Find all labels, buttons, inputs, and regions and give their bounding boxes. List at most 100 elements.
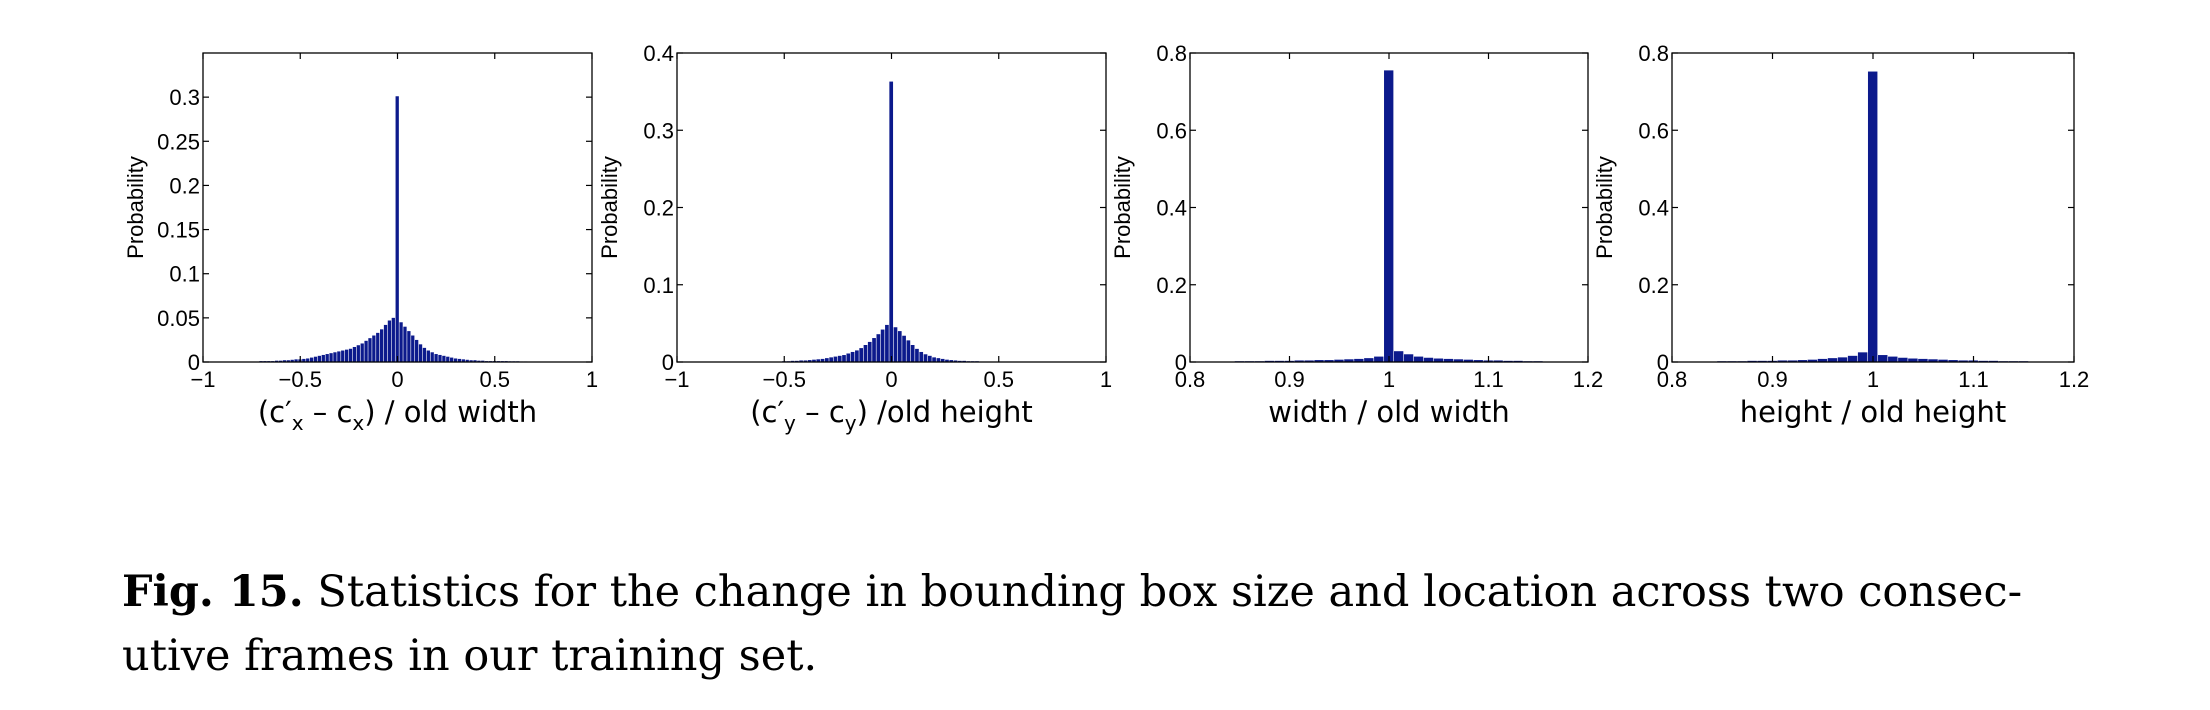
chart-2-bar	[855, 350, 859, 362]
chart-1-bar	[309, 357, 314, 362]
chart-2-xtick-label: −1	[664, 367, 689, 392]
chart-2-bar	[825, 358, 829, 362]
chart-3-ytick-label: 0.8	[1156, 41, 1187, 66]
chart-1-ylabel: Probability	[123, 156, 148, 259]
chart-1-bar	[387, 320, 392, 362]
chart-2-bar	[906, 340, 911, 362]
chart-3-bar	[1374, 356, 1384, 362]
chart-3-bar	[1403, 354, 1414, 362]
chart-3-bar	[1463, 359, 1473, 362]
chart-1-ytick-label: 0.2	[169, 173, 200, 198]
chart-2-bar	[953, 360, 958, 362]
chart-1-ytick-label: 0.05	[157, 306, 200, 331]
chart-1-bar	[481, 360, 485, 362]
chart-1-bar	[453, 358, 458, 362]
chart-2-bar	[889, 81, 894, 362]
chart-3-xtick-label: 1	[1383, 367, 1395, 392]
histogram-figure: −1 −0.5 0 0.5 1 0 0.05 0.1 0.15 0.2 0.25 0.3 Probabi…	[123, 41, 2089, 435]
chart-1-bar	[341, 350, 345, 362]
chart-2-xlabel-part: (c′	[750, 395, 784, 429]
caption-text: Statistics for the change in bounding bo…	[122, 567, 2023, 681]
chart-1-bar	[274, 360, 279, 362]
chart-2-bar	[932, 357, 936, 362]
chart-2-ylabel: Probability	[597, 156, 622, 259]
chart-1-bar	[325, 354, 329, 362]
chart-1-bar	[415, 339, 419, 362]
chart-3-bar	[1354, 358, 1364, 362]
chart-4-bar	[1777, 360, 1787, 362]
chart-2-xtick-label: 1	[1100, 367, 1112, 392]
chart-1-bar	[352, 346, 357, 362]
chart-2-bar	[863, 345, 868, 362]
chart-1-bar	[321, 354, 325, 362]
chart-1-bar	[457, 358, 462, 362]
chart-2-bar	[910, 345, 915, 362]
chart-4-bar	[1797, 360, 1808, 362]
chart-1-xlabel: (c′x – cx) / old width	[258, 395, 537, 435]
chart-1-bar	[403, 326, 407, 362]
chart-1-ytick-label: 0.15	[157, 218, 200, 243]
chart-3-ytick-label: 0	[1175, 350, 1187, 375]
chart-2-bar	[885, 324, 889, 362]
chart-2-bar	[837, 355, 842, 362]
chart-3-bar	[1423, 357, 1434, 362]
chart-2-bar	[893, 327, 898, 362]
chart-4-ylabel: Probability	[1592, 156, 1617, 259]
chart-3-xtick-label: 1.2	[1573, 367, 1604, 392]
chart-4-bar	[1867, 71, 1878, 362]
chart-4-bar	[1938, 359, 1948, 362]
chart-1-bar	[376, 332, 380, 362]
chart-3-bar	[1443, 358, 1454, 362]
chart-1-bar	[395, 96, 399, 362]
chart-1-xlabel-subscript: x	[292, 411, 304, 435]
chart-4-bar	[1787, 360, 1798, 362]
chart-2-xlabel: (c′y – cy) /old height	[750, 395, 1033, 435]
chart-4-bar	[1847, 355, 1858, 362]
chart-1-bar	[450, 357, 454, 362]
chart-4-bar	[1857, 352, 1868, 362]
chart-2-ytick-label: 0.3	[643, 118, 674, 143]
chart-2-bar	[927, 355, 932, 362]
chart-1-xtick-label: 0	[391, 367, 403, 392]
chart-3-xtick-label: 0.8	[1175, 367, 1206, 392]
chart-2-bar	[867, 341, 872, 362]
chart-3-ytick-label: 0.6	[1156, 118, 1187, 143]
chart-3-bar	[1334, 359, 1344, 362]
chart-1-xtick-label: 1	[586, 367, 598, 392]
chart-1-bar	[473, 360, 477, 362]
chart-1-ytick-label: 0	[188, 350, 200, 375]
chart-1-xtick-label: 0.5	[479, 367, 510, 392]
chart-3-bar	[1304, 360, 1314, 362]
chart-2-bar	[850, 351, 855, 362]
chart-4-ytick-label: 0.6	[1638, 118, 1669, 143]
chart-1-bar	[461, 359, 465, 362]
chart-2-bar	[936, 358, 941, 362]
chart-2-xtick-label: −0.5	[763, 367, 806, 392]
chart-1-bar	[282, 360, 287, 362]
chart-2-bar	[949, 360, 954, 362]
chart-4-bar	[1908, 358, 1918, 362]
chart-2-bar	[880, 329, 885, 362]
chart-2-bar	[807, 360, 812, 362]
chart-2-xtick-label: 0	[885, 367, 897, 392]
chart-2-bar	[842, 355, 846, 362]
chart-1-bar	[372, 335, 376, 362]
chart-3-bar	[1393, 351, 1404, 362]
chart-1-ytick-label: 0.1	[169, 262, 200, 287]
chart-4-ytick-label: 0.4	[1638, 196, 1669, 221]
chart-4-bar	[1918, 358, 1928, 362]
chart-1-bar	[434, 354, 438, 362]
chart-4-bar	[1958, 360, 1968, 362]
chart-1-bar	[294, 359, 298, 362]
chart-2-bar	[846, 353, 851, 362]
chart-1-bar	[360, 343, 364, 362]
chart-1-xlabel-subscript: x	[352, 411, 364, 435]
chart-4-bar	[1827, 358, 1838, 362]
chart-3-bar	[1324, 360, 1334, 362]
chart-1-bar	[438, 354, 442, 362]
chart-3-ytick-label: 0.2	[1156, 273, 1187, 298]
chart-1-bar	[337, 351, 341, 362]
chart-3-bar	[1314, 360, 1324, 362]
chart-4: 0.8 0.9 1 1.1 1.2 0 0.2 0.4 0.6 0.8 Probability hei…	[1592, 41, 2089, 429]
chart-2-ytick-label: 0.4	[643, 41, 674, 66]
